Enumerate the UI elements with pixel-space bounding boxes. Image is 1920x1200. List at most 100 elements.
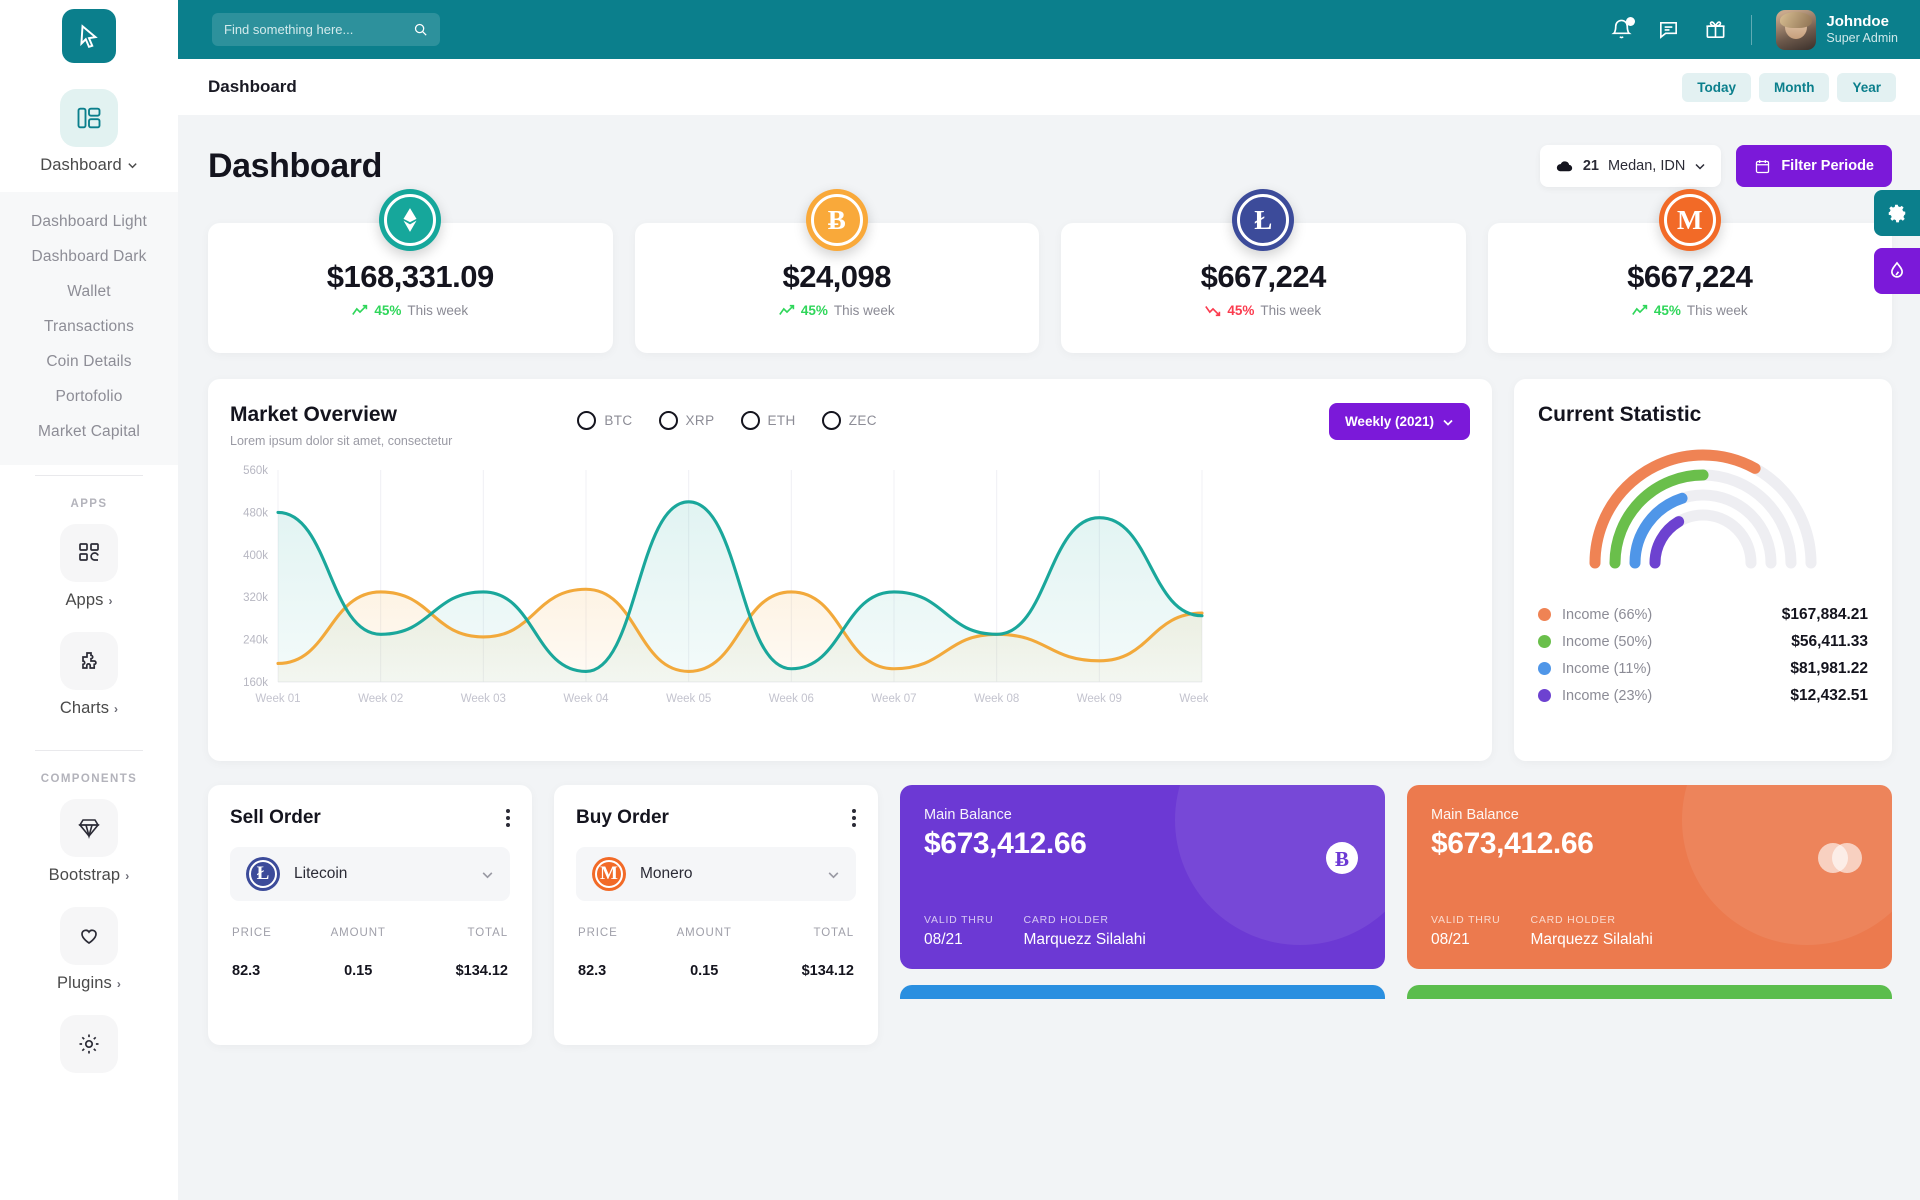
sell-order-table: PRICE AMOUNT TOTAL 82.3 0.15 $134.12 bbox=[230, 925, 510, 981]
sidebar-item-plugins[interactable]: Plugins › bbox=[57, 907, 121, 993]
sidebar-item-bootstrap[interactable]: Bootstrap › bbox=[49, 799, 130, 885]
sidebar-subitem-portofolio[interactable]: Portofolio bbox=[55, 387, 123, 405]
legend-item: Income (50%) $56,411.33 bbox=[1538, 628, 1868, 655]
buy-order-coin-name: Monero bbox=[640, 865, 693, 882]
radio-btc[interactable]: BTC bbox=[577, 411, 632, 430]
tab-month[interactable]: Month bbox=[1758, 72, 1830, 102]
sidebar-subitem-market-capital[interactable]: Market Capital bbox=[37, 422, 141, 440]
sell-order-coin-select[interactable]: Ł Litecoin bbox=[230, 847, 510, 901]
sidebar-section-apps-title: APPS bbox=[70, 498, 108, 510]
sidebar-subitem-coin-details[interactable]: Coin Details bbox=[46, 352, 132, 370]
litecoin-glyph: Ł bbox=[1237, 194, 1290, 246]
sidebar-item-dashboard[interactable] bbox=[60, 89, 118, 147]
bootstrap-label-wrap[interactable]: Bootstrap › bbox=[49, 866, 130, 885]
chart-range-selector[interactable]: Weekly (2021) bbox=[1328, 403, 1470, 440]
balance-card-blue-peek[interactable] bbox=[900, 985, 1385, 999]
gifts-button[interactable] bbox=[1704, 18, 1727, 41]
search-box[interactable] bbox=[212, 13, 440, 46]
diamond-icon bbox=[78, 819, 100, 840]
theme-color-float-button[interactable] bbox=[1874, 248, 1920, 294]
balance-label: Main Balance bbox=[924, 807, 1012, 823]
sidebar-subitem-dashboard-light[interactable]: Dashboard Light bbox=[31, 212, 147, 230]
user-menu[interactable]: Johndoe Super Admin bbox=[1776, 9, 1898, 50]
sell-order-menu-button[interactable] bbox=[506, 809, 510, 827]
market-subtitle: Lorem ipsum dolor sit amet, consectetur bbox=[230, 434, 453, 448]
monero-icon: M bbox=[592, 857, 626, 891]
search-input[interactable] bbox=[224, 22, 405, 37]
sidebar: Dashboard Dashboard Light Dashboard Dark… bbox=[0, 0, 178, 1200]
sidebar-subitem-dashboard-dark[interactable]: Dashboard Dark bbox=[31, 247, 147, 265]
stat-subtext: 45% This week bbox=[1205, 303, 1321, 318]
puzzle-charts-icon bbox=[82, 652, 97, 669]
avatar bbox=[1776, 9, 1817, 50]
legend-dot-icon bbox=[1538, 689, 1551, 702]
bitcoin-circle-icon: Ƀ bbox=[1326, 842, 1358, 874]
radio-xrp[interactable]: XRP bbox=[658, 411, 715, 430]
settings-float-button[interactable] bbox=[1874, 190, 1920, 236]
stat-value: $667,224 bbox=[1200, 258, 1327, 294]
sidebar-item-widget[interactable] bbox=[60, 1015, 118, 1073]
svg-text:Week 03: Week 03 bbox=[461, 693, 506, 705]
stat-card-litecoin[interactable]: Ł $667,224 45% This week bbox=[1061, 189, 1466, 353]
trend-up-icon bbox=[1631, 304, 1648, 315]
radio-circle-icon[interactable] bbox=[740, 411, 760, 430]
filter-periode-button[interactable]: Filter Periode bbox=[1736, 145, 1892, 187]
widget-icon-tile[interactable] bbox=[60, 1015, 118, 1073]
droplet-icon bbox=[1891, 261, 1903, 278]
stat-subtext: 45% This week bbox=[778, 303, 895, 318]
chevron-down-icon bbox=[1443, 419, 1453, 426]
table-row: 82.3 0.15 $134.12 bbox=[232, 963, 508, 979]
svg-text:320k: 320k bbox=[243, 592, 268, 604]
balance-card-green-peek[interactable] bbox=[1407, 985, 1892, 999]
stat-card-monero[interactable]: M $667,224 45% This week bbox=[1487, 189, 1892, 353]
col-total: TOTAL bbox=[467, 927, 508, 939]
balance-card-orange[interactable]: Main Balance $673,412.66 VALID THRU 08 bbox=[1407, 785, 1892, 969]
plugins-label-wrap[interactable]: Plugins › bbox=[57, 974, 121, 993]
legend-label: Income (66%) bbox=[1562, 606, 1653, 623]
balance-card-purple[interactable]: Main Balance $673,412.66 Ƀ VALID THRU 0 bbox=[900, 785, 1385, 969]
legend-dot-icon bbox=[1538, 662, 1551, 675]
apps-icon-tile[interactable] bbox=[60, 524, 118, 582]
radio-zec[interactable]: ZEC bbox=[821, 411, 877, 430]
tab-today[interactable]: Today bbox=[1682, 72, 1751, 102]
header-actions: Johndoe Super Admin bbox=[1610, 9, 1898, 50]
location-name: Medan, IDN bbox=[1607, 158, 1686, 174]
sidebar-apps-label: Apps bbox=[65, 591, 104, 609]
radio-circle-icon[interactable] bbox=[577, 411, 597, 430]
location-selector[interactable]: 21 Medan, IDN bbox=[1539, 145, 1722, 187]
col-price: PRICE bbox=[578, 927, 618, 939]
radio-circle-icon[interactable] bbox=[821, 411, 841, 430]
page-content: Dashboard 21 Medan, IDN Fil bbox=[178, 115, 1920, 1200]
messages-button[interactable] bbox=[1657, 18, 1680, 41]
sidebar-item-charts[interactable]: Charts › bbox=[60, 632, 118, 718]
app-logo[interactable] bbox=[62, 9, 116, 63]
apps-label-wrap[interactable]: Apps › bbox=[65, 591, 112, 610]
charts-label-wrap[interactable]: Charts › bbox=[60, 699, 118, 718]
multi-arc-gauge-icon bbox=[1589, 449, 1817, 569]
plugins-icon-tile[interactable] bbox=[60, 907, 118, 965]
col-amount: AMOUNT bbox=[676, 927, 732, 939]
sidebar-item-apps[interactable]: Apps › bbox=[60, 524, 118, 610]
stat-card-ethereum[interactable]: $168,331.09 45% This week bbox=[208, 189, 613, 353]
buy-order-coin-select[interactable]: M Monero bbox=[576, 847, 856, 901]
sidebar-subitem-transactions[interactable]: Transactions bbox=[44, 317, 134, 335]
tab-year[interactable]: Year bbox=[1837, 72, 1896, 102]
sidebar-dashboard-label[interactable]: Dashboard bbox=[40, 156, 138, 175]
stat-note: This week bbox=[1686, 302, 1748, 318]
sidebar-subitem-wallet[interactable]: Wallet bbox=[67, 282, 111, 300]
svg-text:Week 10: Week 10 bbox=[1179, 693, 1208, 705]
radio-eth[interactable]: ETH bbox=[740, 411, 796, 430]
radio-eth-label: ETH bbox=[767, 413, 796, 428]
charts-icon-tile[interactable] bbox=[60, 632, 118, 690]
radio-circle-icon[interactable] bbox=[658, 411, 678, 430]
buy-order-menu-button[interactable] bbox=[852, 809, 856, 827]
balance-amount: $673,412.66 bbox=[924, 827, 1087, 860]
market-header: Market Overview Lorem ipsum dolor sit am… bbox=[230, 403, 1470, 448]
notifications-button[interactable] bbox=[1610, 17, 1636, 41]
litecoin-glyph: Ł bbox=[249, 860, 277, 888]
bootstrap-icon-tile[interactable] bbox=[59, 799, 118, 857]
stat-card-bitcoin[interactable]: Ƀ $24,098 45% This week bbox=[634, 189, 1039, 353]
table-header-row: PRICE AMOUNT TOTAL bbox=[232, 927, 508, 961]
legend-label: Income (11%) bbox=[1562, 660, 1652, 677]
stat-percent: 45% bbox=[1653, 302, 1681, 318]
